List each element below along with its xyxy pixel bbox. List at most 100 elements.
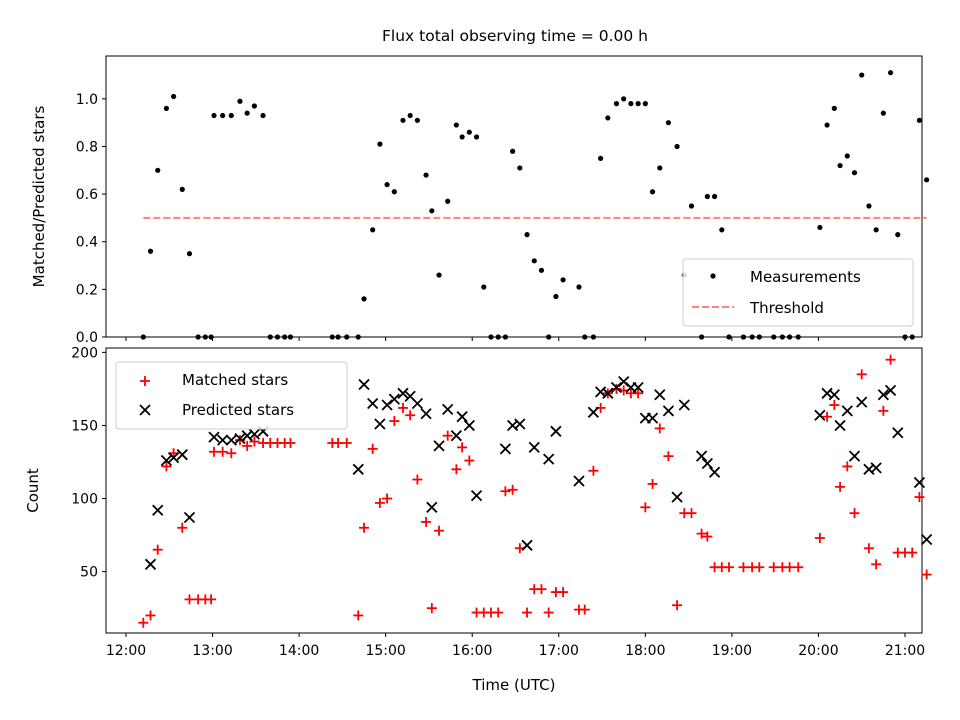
measurement-point bbox=[531, 258, 537, 264]
predicted-star-point bbox=[374, 418, 386, 430]
predicted-star-point bbox=[662, 405, 675, 417]
predicted-star-point bbox=[856, 396, 868, 408]
predicted-star-point bbox=[160, 454, 173, 467]
matched-star-point bbox=[208, 446, 219, 457]
matched-star-point bbox=[451, 464, 462, 475]
measurement-point bbox=[329, 334, 335, 340]
predicted-star-point bbox=[152, 504, 164, 516]
measurement-point bbox=[459, 134, 465, 140]
matched-star-point bbox=[138, 617, 149, 628]
predicted-star-point bbox=[521, 539, 533, 551]
predicted-star-point bbox=[701, 457, 714, 470]
measurement-point bbox=[423, 172, 429, 178]
matched-star-point bbox=[914, 492, 925, 503]
top-ylabel: Matched/Predicted stars bbox=[30, 106, 48, 288]
xtick-label: 12:00 bbox=[106, 643, 146, 659]
matched-star-point bbox=[341, 438, 352, 448]
matched-star-point bbox=[249, 436, 260, 447]
measurement-point bbox=[251, 103, 257, 109]
measurement-point bbox=[786, 334, 793, 340]
measurement-point bbox=[488, 334, 494, 340]
measurement-point bbox=[473, 134, 480, 140]
matched-star-point bbox=[500, 486, 511, 497]
matched-star-point bbox=[907, 547, 918, 558]
measurement-point bbox=[481, 284, 487, 290]
top-axes-frame bbox=[105, 55, 923, 338]
predicted-star-point bbox=[144, 558, 157, 570]
top-legend: Measurements Threshold bbox=[682, 258, 914, 327]
xtick-label: 20:00 bbox=[798, 643, 838, 659]
top-ytick-label: 0.6 bbox=[76, 187, 98, 203]
predicted-star-point bbox=[352, 463, 364, 475]
measurement-point bbox=[163, 105, 169, 111]
predicted-star-point bbox=[618, 375, 630, 388]
xtick-label: 17:00 bbox=[539, 643, 579, 659]
matched-star-point bbox=[333, 438, 344, 448]
measurement-point bbox=[779, 334, 785, 340]
figure-title: Flux total observing time = 0.00 h bbox=[382, 27, 648, 45]
measurement-point bbox=[546, 334, 552, 340]
matched-star-point bbox=[426, 603, 437, 614]
bottom-legend: Matched stars Predicted stars bbox=[115, 361, 348, 430]
top-ytick-label: 0.0 bbox=[76, 330, 98, 346]
matched-star-point bbox=[835, 481, 846, 492]
predicted-star-point bbox=[176, 449, 188, 461]
predicted-star-point bbox=[587, 406, 600, 418]
matched-star-point bbox=[724, 562, 735, 573]
matched-star-point bbox=[177, 522, 188, 533]
measurement-point bbox=[344, 334, 350, 340]
measurement-point bbox=[220, 112, 226, 119]
measurement-point bbox=[749, 334, 755, 340]
measurement-point bbox=[267, 334, 273, 340]
measurement-point bbox=[287, 334, 294, 340]
matched-star-point bbox=[397, 402, 408, 413]
measurement-point bbox=[711, 193, 718, 200]
matched-star-point bbox=[856, 369, 867, 380]
matched-star-point bbox=[672, 600, 683, 611]
bottom-ytick-label: 200 bbox=[71, 345, 98, 361]
measurement-point bbox=[244, 110, 250, 116]
bottom-axes-frame bbox=[105, 347, 923, 634]
matched-star-point bbox=[793, 562, 804, 573]
predicted-star-point bbox=[610, 381, 623, 394]
matched-star-point bbox=[654, 423, 665, 434]
measurement-point bbox=[147, 248, 154, 254]
measurement-point bbox=[873, 227, 879, 233]
measurement-point bbox=[726, 334, 732, 340]
top-ytick-label: 0.4 bbox=[76, 235, 98, 251]
matched-star-point bbox=[412, 474, 423, 485]
matched-star-point bbox=[442, 430, 453, 441]
measurement-point bbox=[649, 189, 656, 195]
measurement-point bbox=[517, 165, 523, 171]
matched-star-point bbox=[863, 543, 874, 554]
matched-star-point bbox=[663, 451, 674, 462]
measurement-point bbox=[598, 155, 604, 161]
predicted-star-point bbox=[671, 491, 683, 503]
matched-star-point bbox=[421, 516, 432, 527]
measurement-point bbox=[771, 334, 777, 340]
measurement-point bbox=[887, 70, 894, 76]
predicted-star-point bbox=[602, 387, 614, 399]
matched-star-point bbox=[558, 587, 569, 598]
measurement-point bbox=[538, 267, 545, 273]
measurement-point bbox=[909, 334, 915, 340]
measurement-point bbox=[370, 227, 376, 233]
xlabel: Time (UTC) bbox=[472, 676, 556, 694]
xtick-label: 16:00 bbox=[452, 643, 492, 659]
predicted-star-point bbox=[367, 397, 379, 410]
measurement-point bbox=[674, 143, 680, 150]
legend-threshold-label: Threshold bbox=[749, 299, 824, 317]
predicted-star-point bbox=[678, 399, 690, 411]
predicted-star-point bbox=[695, 450, 708, 462]
predicted-star-point bbox=[632, 381, 644, 394]
measurement-point bbox=[613, 101, 620, 107]
measurement-point bbox=[195, 334, 201, 340]
measurement-point bbox=[824, 122, 830, 128]
measurement-point bbox=[635, 101, 641, 107]
matched-star-point bbox=[754, 562, 765, 573]
top-panel: 0.0 0.2 0.4 0.6 0.8 1.0 Matched/Predicted star… bbox=[30, 55, 930, 346]
predicted-star-point bbox=[450, 430, 462, 442]
predicted-star-point bbox=[442, 403, 454, 416]
predicted-star-point bbox=[167, 451, 180, 464]
